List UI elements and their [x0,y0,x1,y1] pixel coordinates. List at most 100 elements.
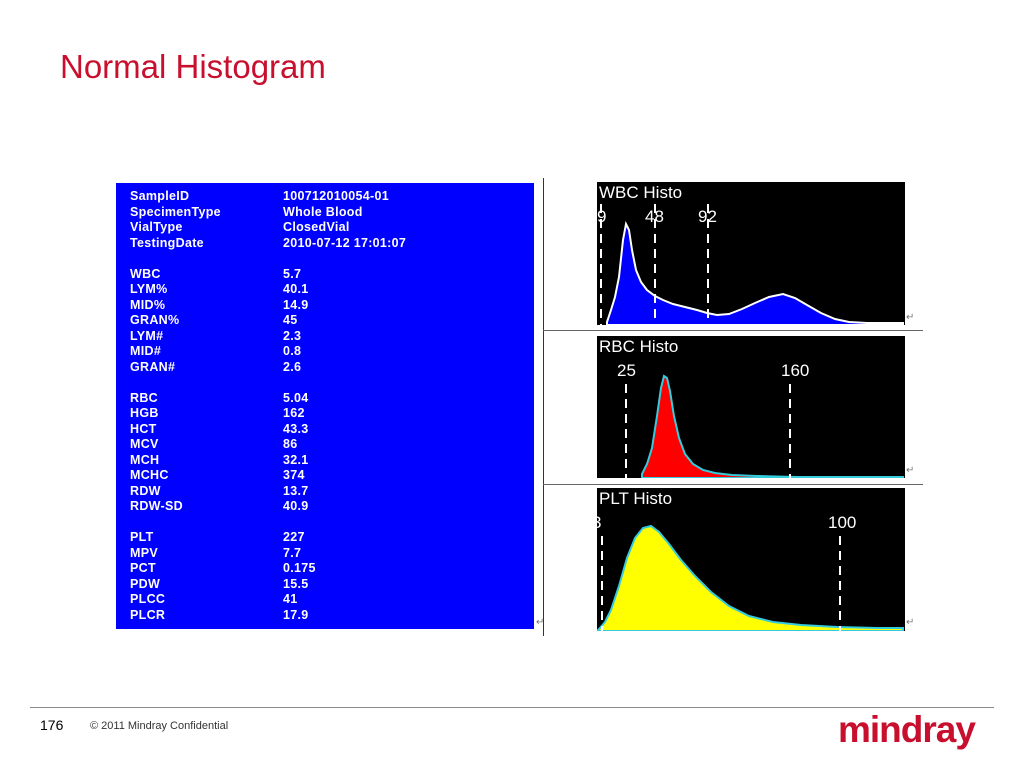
plt-histogram: PLT Histo 3 100 [597,488,905,631]
report-value: 374 [283,468,305,482]
report-label: MPV [130,545,158,560]
report-row: PDW 15.5 [130,577,530,592]
report-value: 15.5 [283,576,309,591]
report-label: HCT [130,421,157,436]
report-panel: SampleID 100712010054-01 SpecimenType Whol… [116,183,534,629]
report-row: HGB 162 [130,406,530,421]
return-mark-icon: ↵ [906,617,915,628]
report-label: PLT [130,530,154,544]
report-label: SpecimenType [130,204,221,219]
report-label: WBC [130,266,161,281]
report-value: 45 [283,313,298,327]
report-value: 0.8 [283,344,302,358]
report-row: PLT 227 [130,530,530,545]
histogram-background [597,336,905,478]
report-value: 5.04 [283,390,309,405]
wbc-histogram-plot [597,182,905,325]
report-label: RBC [130,390,158,405]
report-value: 40.1 [283,282,309,296]
report-row: SpecimenType Whole Blood [130,205,530,220]
report-label: TestingDate [130,235,204,250]
report-row: WBC 5.7 [130,267,530,282]
wbc-histogram-title: WBC Histo [599,183,683,202]
wbc-histogram-curve [606,220,904,325]
page-number: 176 [40,717,64,733]
report-label: MCHC [130,468,169,482]
wbc-histogram: WBC Histo 9 48 92 [597,182,905,325]
report-row: GRAN# 2.6 [130,360,530,375]
column-divider [543,178,544,636]
slide-title: Normal Histogram [60,48,326,85]
report-row: PLCR 17.9 [130,608,530,623]
report-value: 40.9 [283,499,309,513]
report-label: MCV [130,437,159,451]
report-label: VialType [130,220,183,234]
mindray-logo: mindray [838,709,976,750]
copyright-text: © 2011 Mindray Confidential [90,720,229,732]
report-value: 2.6 [283,359,302,374]
report-value: 14.9 [283,297,309,312]
report-label: MCH [130,452,160,467]
return-mark-icon: ↵ [906,465,915,476]
report-label: PDW [130,576,161,591]
report-label: RDW [130,483,161,498]
report-value: 17.9 [283,607,309,622]
return-mark-icon: ↵ [536,617,545,628]
report-label: PLCC [130,592,166,606]
report-value: 7.7 [283,545,302,560]
report-row: MID# 0.8 [130,344,530,359]
plt-histogram-curve [597,524,904,631]
report-row: RDW 13.7 [130,484,530,499]
plt-histogram-plot [597,488,905,631]
report-label: MID# [130,344,162,358]
report-row: RBC 5.04 [130,391,530,406]
wbc-marker-label: 48 [645,207,664,226]
report-value: 2010-07-12 17:01:07 [283,235,407,250]
report-label: PCT [130,561,156,575]
report-row: MCV 86 [130,437,530,452]
rbc-histogram-title: RBC Histo [599,337,679,356]
report-row: HCT 43.3 [130,422,530,437]
report-label: HGB [130,406,159,420]
report-value: 162 [283,406,305,420]
report-row: GRAN% 45 [130,313,530,328]
report-label: SampleID [130,189,190,203]
report-value: 2.3 [283,328,302,343]
rbc-marker-label: 25 [617,361,636,380]
report-row: LYM# 2.3 [130,329,530,344]
report-value: 5.7 [283,266,302,281]
report-value: ClosedVial [283,220,350,234]
report-label: GRAN# [130,359,176,374]
rbc-histogram-curve [641,374,904,478]
rbc-histogram-plot [597,336,905,478]
wbc-marker-label: 92 [698,207,717,226]
report-row: MPV 7.7 [130,546,530,561]
report-label: LYM# [130,328,164,343]
return-mark-icon: ↵ [906,312,915,323]
report-label: RDW-SD [130,499,183,513]
report-row: RDW-SD 40.9 [130,499,530,514]
report-value: 32.1 [283,452,309,467]
report-value: 41 [283,592,298,606]
report-value: 0.175 [283,561,316,575]
report-row: MID% 14.9 [130,298,530,313]
report-row: PLCC 41 [130,592,530,607]
histogram-divider [543,484,923,485]
histogram-divider [543,330,923,331]
rbc-histogram: RBC Histo 25 160 [597,336,905,478]
report-label: LYM% [130,282,168,296]
footer-divider [30,707,994,708]
report-value: Whole Blood [283,204,363,219]
report-label: MID% [130,297,166,312]
plt-marker-label: 3 [597,514,601,532]
plt-marker-label: 100 [828,513,857,532]
report-row: SampleID 100712010054-01 [130,189,530,204]
report-row: PCT 0.175 [130,561,530,576]
report-row: VialType ClosedVial [130,220,530,235]
report-value: 227 [283,530,305,544]
report-label: PLCR [130,607,166,622]
report-row: TestingDate 2010-07-12 17:01:07 [130,236,530,251]
report-value: 43.3 [283,421,309,436]
report-row: MCH 32.1 [130,453,530,468]
rbc-marker-label: 160 [781,361,810,380]
